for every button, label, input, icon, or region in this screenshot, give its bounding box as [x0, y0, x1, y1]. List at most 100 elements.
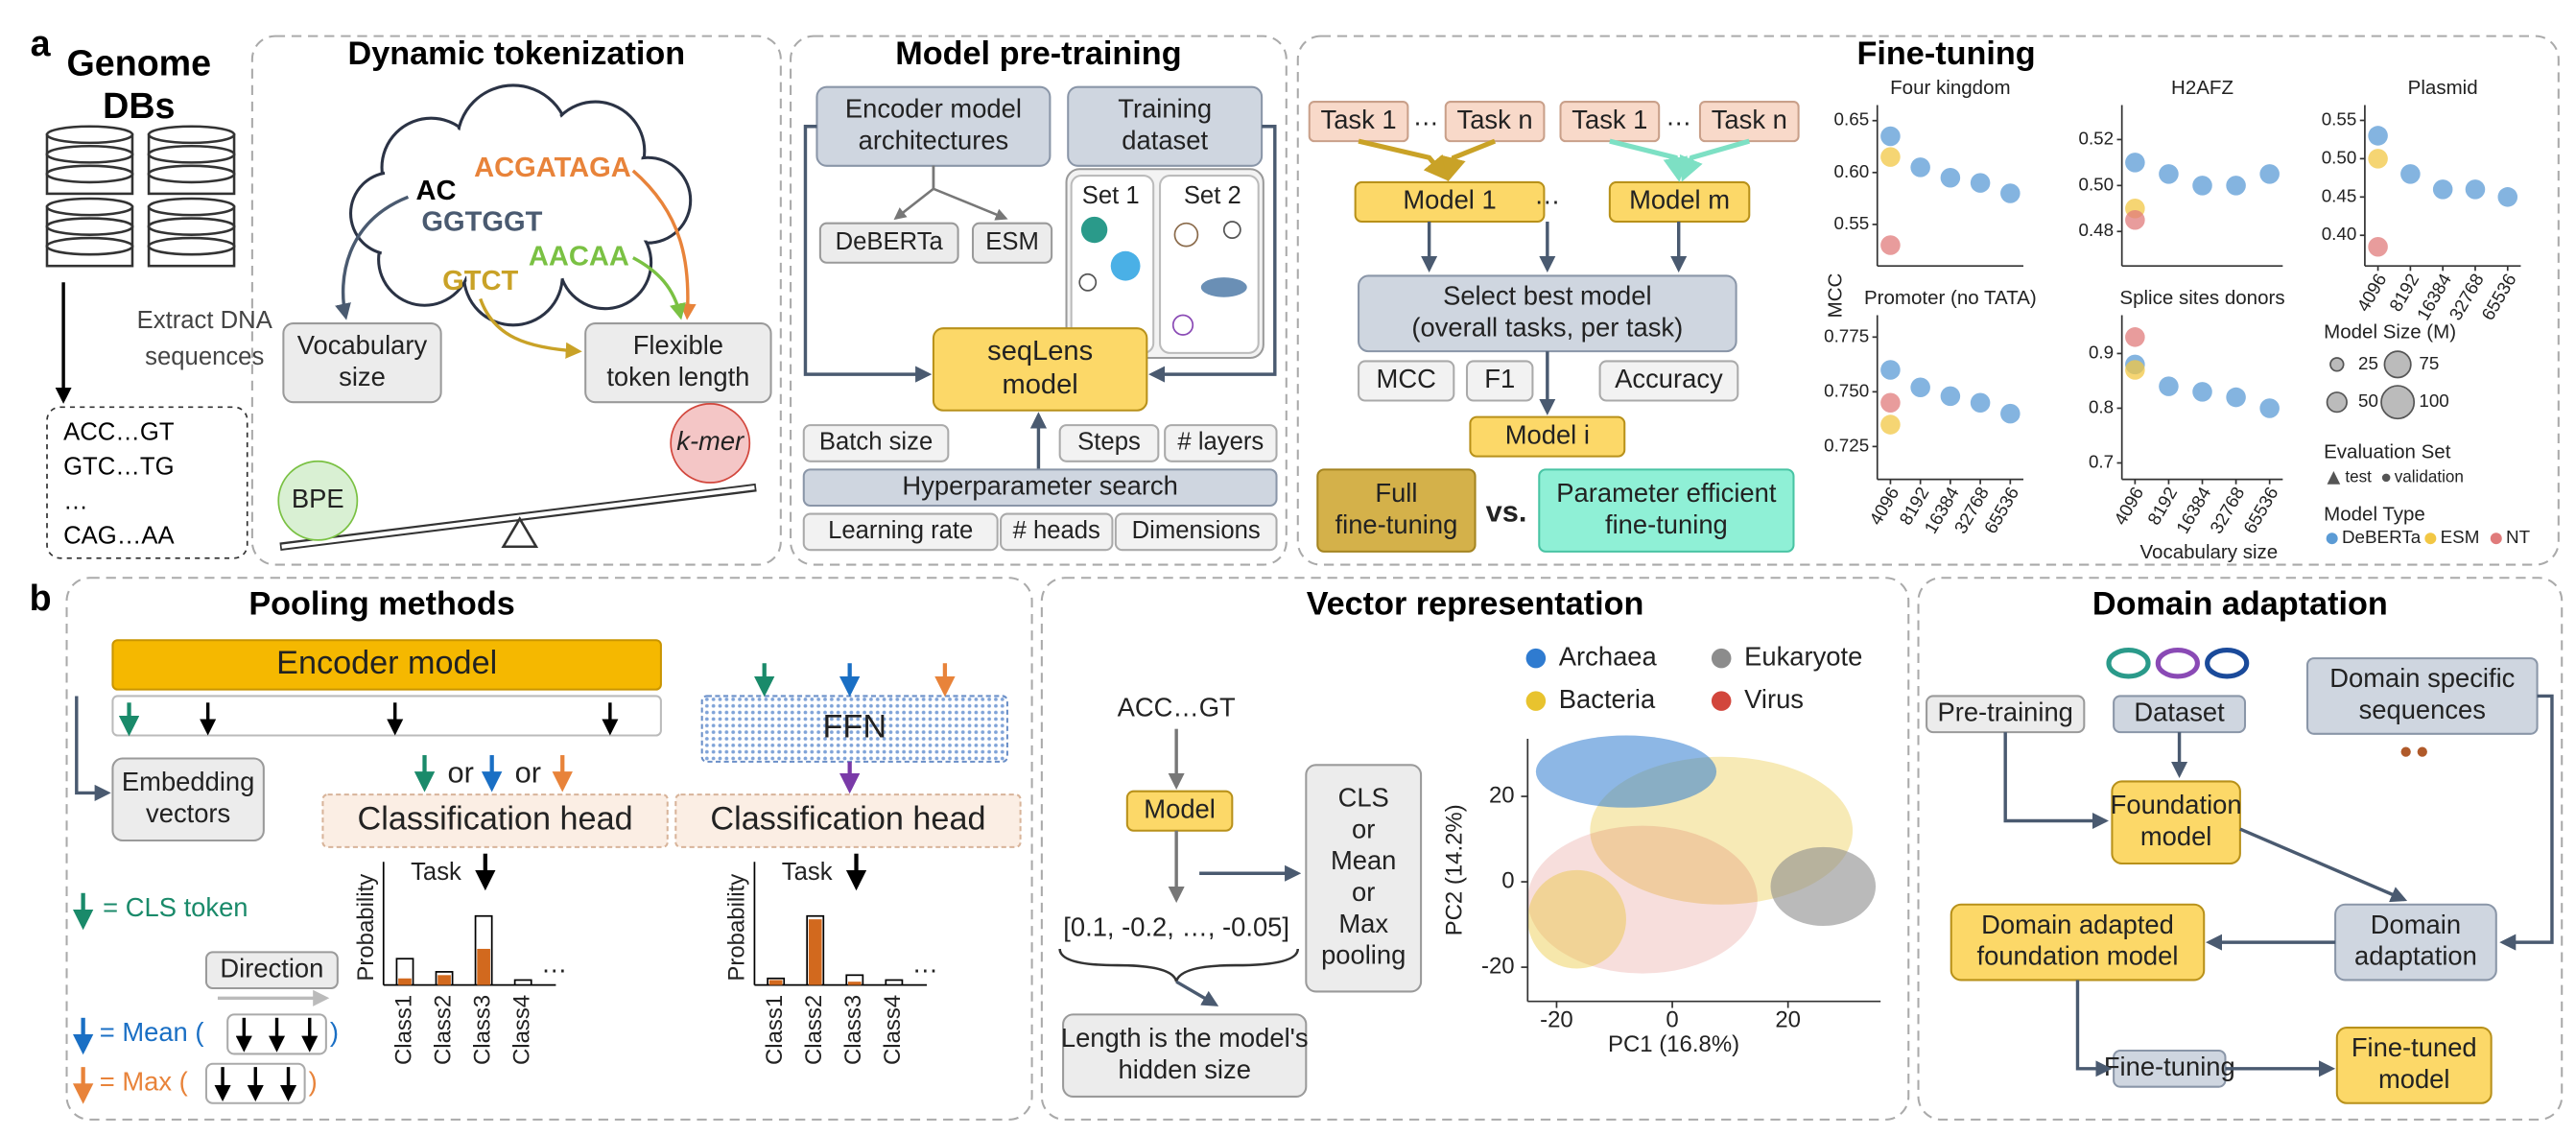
label: Vector representation: [1307, 585, 1644, 622]
label: 100: [2419, 390, 2448, 411]
box: [1538, 468, 1795, 553]
person-icon: [2417, 746, 2427, 757]
panel-frame: [1917, 577, 2564, 1121]
db-top: [147, 144, 236, 164]
box: [802, 424, 950, 462]
label: Encoder model: [845, 94, 1022, 124]
box: [1164, 424, 1278, 462]
label: Promoter (no TATA): [1864, 287, 2037, 309]
panel-frame: [1040, 577, 1910, 1121]
label: Genome: [67, 42, 212, 83]
label: BPE: [292, 484, 344, 513]
label: seqLens: [987, 336, 1093, 367]
label: Set 2: [1184, 182, 1241, 209]
y-tick-label: 0.55: [2322, 108, 2357, 129]
label: Fine-tuning: [2104, 1052, 2235, 1081]
legend-label: Archaea: [1559, 641, 1658, 671]
label: Plasmid: [2408, 77, 2478, 99]
label: = CLS token: [103, 892, 248, 922]
label: Probability: [724, 874, 750, 982]
legend-dot: [1525, 691, 1547, 711]
label: Mean: [1331, 845, 1396, 875]
label: Model m: [1629, 185, 1730, 215]
label: hidden size: [1118, 1054, 1250, 1084]
legend-label: Bacteria: [1559, 684, 1656, 714]
label: …: [1666, 101, 1691, 130]
db-top: [45, 125, 134, 145]
arrow: [335, 195, 410, 320]
label: Classification head: [710, 801, 985, 838]
animal-icon: [1200, 277, 1247, 297]
label: PC2 (14.2%): [1441, 804, 1467, 935]
label: fine-tuning: [1605, 509, 1728, 539]
y-tick-label: 0.60: [1834, 161, 1870, 181]
box: [802, 468, 1278, 508]
label: Class1: [762, 995, 788, 1065]
point: [1970, 392, 1991, 414]
label: DBs: [103, 85, 175, 126]
label: k-mer: [676, 426, 745, 456]
point: [2465, 179, 2486, 200]
label: 75: [2419, 353, 2439, 373]
validation-key: [2381, 473, 2391, 483]
label: CLS: [1338, 782, 1389, 812]
label: Class2: [430, 995, 456, 1065]
point: [2000, 403, 2021, 424]
animal-icon: [1171, 314, 1194, 336]
label: dataset: [1122, 125, 1208, 154]
arrow: [479, 297, 582, 359]
arrow: [631, 169, 697, 320]
label: Task 1: [1572, 105, 1647, 134]
x-tick-label: 4096: [1865, 484, 1902, 529]
box: [2111, 780, 2241, 865]
label: MCC: [1824, 272, 1846, 318]
microbe-icon: [1080, 216, 1108, 244]
label: = Max (: [100, 1066, 188, 1096]
label: (overall tasks, per task): [1411, 312, 1683, 342]
test-key: [2327, 471, 2341, 485]
box: [1598, 360, 1739, 402]
arrow: [1175, 980, 1219, 1006]
label: H2AFZ: [2171, 77, 2233, 99]
label: GGTGGT: [421, 206, 542, 237]
label: Splice sites donors: [2119, 287, 2284, 309]
panel-frame: [250, 35, 782, 566]
label: 25: [2358, 353, 2378, 373]
point-cloud: [1535, 735, 1717, 808]
label: Class1: [390, 995, 416, 1065]
box: [932, 327, 1148, 412]
box: [111, 639, 662, 691]
legend-dot: [1711, 691, 1732, 711]
y-tick-label: 20: [1489, 782, 1515, 808]
label: or: [447, 756, 473, 790]
label: Hyperparameter search: [902, 470, 1177, 500]
microbe-icon: [2155, 647, 2200, 679]
y-tick-label: 0.52: [2078, 128, 2114, 148]
label: FFN: [823, 709, 887, 746]
label: GTC…TG: [63, 453, 174, 480]
db-top: [45, 197, 134, 217]
label: Steps: [1077, 429, 1141, 456]
point-cloud: [1770, 846, 1877, 926]
point: [1880, 126, 1901, 147]
label: Model: [1144, 793, 1216, 823]
db-top: [45, 144, 134, 164]
label: DeBERTa: [836, 228, 944, 255]
legend-dot: [1525, 648, 1547, 669]
label: architectures: [859, 125, 1009, 154]
box: [282, 322, 442, 404]
label: Embedding: [122, 767, 254, 796]
arrow: [2239, 827, 2408, 903]
db-top: [147, 164, 236, 184]
box: [971, 222, 1053, 264]
label: Learning rate: [828, 517, 973, 544]
size-key: [2326, 391, 2348, 414]
db-top: [45, 236, 134, 256]
point: [1880, 360, 1901, 380]
label: Full: [1375, 478, 1417, 508]
db-top: [147, 125, 236, 145]
box: [674, 793, 1022, 848]
db-top: [147, 217, 236, 236]
point: [2000, 183, 2021, 203]
box: [1000, 512, 1114, 552]
